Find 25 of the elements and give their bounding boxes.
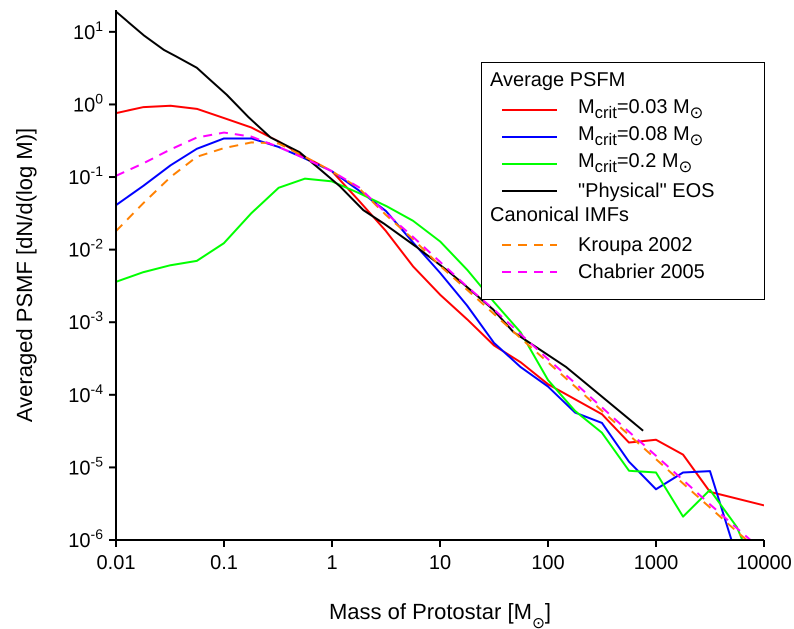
y-tick-label: 10$^{1}$ — [72, 18, 104, 44]
x-axis-title: Mass of Protostar [M$_{⊙}$] — [328, 599, 552, 629]
legend-label: Kroupa 2002 — [578, 234, 693, 256]
y-tick-label: 10$^{-6}$ — [68, 526, 104, 552]
x-tick-label: 100 — [531, 552, 565, 574]
annotation: Canonical IMFs — [490, 204, 630, 228]
x-tick-label: 10 — [428, 552, 452, 574]
legend-label: Chabrier 2005 — [578, 260, 705, 282]
y-axis-title: Averaged PSMF [dN/d(log M)] — [12, 128, 37, 422]
legend-label: "Physical" EOS — [578, 180, 714, 202]
y-tick-label: 10$^{-2}$ — [68, 236, 104, 262]
legend-label: M$_{crit}$=0.03 M$_{⊙}$ — [578, 96, 704, 124]
x-tick-label: 0.1 — [210, 552, 238, 574]
x-tick-label: 0.01 — [96, 552, 136, 574]
x-tick-label: 1 — [326, 552, 338, 574]
y-tick-label: 10$^{-4}$ — [68, 380, 104, 407]
y-tick-label: 10$^{-1}$ — [68, 163, 104, 190]
y-tick-label: 10$^{-3}$ — [68, 308, 104, 334]
x-tick-label: 1000 — [634, 552, 678, 574]
y-tick-label: 10$^{0}$ — [72, 90, 104, 116]
x-tick-label: 10000 — [736, 552, 792, 574]
legend-title: Average PSFM — [490, 69, 626, 93]
legend-label: M$_{crit}$=0.08 M$_{⊙}$ — [578, 122, 704, 150]
legend-label: M$_{crit}$=0.2 M$_{⊙}$ — [578, 150, 693, 178]
y-tick-label: 10$^{-5}$ — [68, 453, 104, 480]
